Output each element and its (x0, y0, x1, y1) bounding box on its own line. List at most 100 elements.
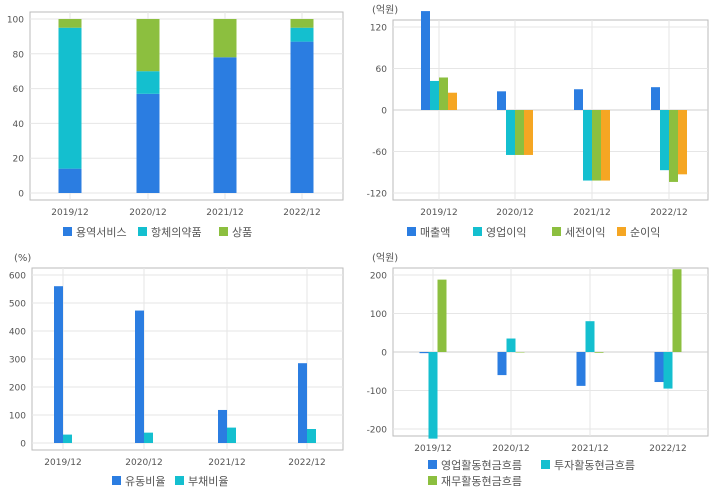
legend-label: 영업활동현금흐름 (441, 458, 522, 472)
legend-label: 상품 (232, 226, 252, 239)
bar (290, 19, 314, 28)
bar (419, 352, 429, 354)
y-tick-label: 300 (9, 356, 26, 366)
bar (601, 110, 610, 181)
bar (63, 434, 72, 443)
bar (574, 89, 583, 110)
bar (437, 279, 447, 352)
x-tick-label: 2019/12 (420, 208, 457, 218)
bar (136, 19, 160, 72)
bar (654, 352, 664, 383)
legend-swatch (541, 460, 550, 469)
legend-swatch (407, 227, 416, 236)
x-tick-label: 2022/12 (649, 444, 686, 454)
x-tick-label: 2019/12 (414, 444, 451, 454)
bar (58, 168, 82, 193)
bar (524, 110, 533, 155)
bar (678, 110, 687, 175)
y-tick-label: 400 (9, 328, 26, 338)
x-tick-label: 2019/12 (44, 458, 81, 468)
y-tick-label: 80 (13, 50, 25, 60)
legend-swatch (219, 227, 228, 236)
legend-swatch (138, 227, 147, 236)
unit-label: (%) (14, 253, 31, 264)
bar (290, 41, 314, 194)
bar (54, 286, 63, 443)
bar (298, 363, 307, 443)
y-tick-label: 0 (18, 190, 24, 200)
y-tick-label: -60 (372, 148, 387, 158)
unit-label: (억원) (372, 4, 398, 16)
bar (439, 77, 448, 110)
y-tick-label: 100 (7, 16, 24, 26)
legend-swatch (428, 460, 437, 469)
x-tick-label: 2022/12 (288, 458, 325, 468)
y-tick-label: -200 (367, 426, 388, 436)
legend-label: 세전이익 (565, 226, 605, 239)
bar (428, 352, 438, 439)
y-tick-label: 0 (20, 440, 26, 450)
y-tick-label: -120 (367, 190, 388, 200)
bar (135, 310, 144, 443)
legend-label: 유동비율 (125, 475, 165, 488)
chart-1: 0 20 40 60 80 100 2019/12 2020/12 2021/12 2022/12… (7, 11, 344, 239)
legend-swatch (617, 227, 626, 236)
legend-swatch (112, 476, 121, 485)
x-tick-label: 2022/12 (283, 208, 320, 218)
y-tick-label: 60 (376, 65, 388, 75)
y-tick-label: 100 (370, 310, 387, 320)
legend-swatch (63, 227, 72, 236)
y-tick-label: 60 (13, 85, 25, 95)
x-tick-label: 2021/12 (573, 208, 610, 218)
bar (218, 409, 227, 443)
bar (506, 338, 516, 352)
x-tick-label: 2020/12 (129, 208, 166, 218)
y-tick-label: 120 (370, 24, 387, 34)
y-tick-label: 200 (370, 272, 387, 282)
legend-label: 순이익 (630, 226, 660, 239)
bar (213, 19, 237, 58)
legend-swatch (428, 476, 437, 485)
bar (585, 321, 595, 352)
bar (136, 71, 160, 94)
bar (515, 352, 525, 353)
x-tick-label: 2022/12 (650, 208, 687, 218)
x-tick-label: 2021/12 (208, 458, 245, 468)
chart-3: (%) 0 100 200 300 400 500 600 2019/12 2020/12 2021… (9, 253, 344, 488)
bar (58, 27, 82, 169)
legend-swatch (175, 476, 184, 485)
x-tick-label: 2020/12 (492, 444, 529, 454)
bar (58, 19, 82, 28)
legend-label: 투자활동현금흐름 (554, 458, 635, 472)
bar (497, 91, 506, 110)
bar (592, 110, 601, 181)
bar (669, 110, 678, 182)
bar (421, 11, 430, 110)
y-tick-label: 200 (9, 384, 26, 394)
bar (576, 352, 586, 386)
legend-label: 영업이익 (486, 226, 526, 239)
y-tick-label: -100 (367, 387, 388, 397)
plot-frame (29, 11, 344, 201)
bar (660, 110, 669, 171)
y-tick-label: 40 (13, 120, 25, 130)
x-tick-label: 2020/12 (125, 458, 162, 468)
bar (448, 92, 457, 110)
bar (651, 87, 660, 110)
x-tick-label: 2020/12 (496, 208, 533, 218)
bar (594, 352, 604, 353)
x-tick-label: 2019/12 (51, 208, 88, 218)
y-tick-label: 0 (381, 107, 387, 117)
x-tick-label: 2021/12 (571, 444, 608, 454)
legend-label: 항체의약품 (151, 225, 202, 239)
bar (663, 352, 673, 389)
bar (136, 93, 160, 193)
bar (144, 432, 153, 443)
legend-label: 부채비율 (188, 475, 228, 488)
bar (583, 110, 592, 181)
bar (307, 429, 316, 443)
legend-label: 매출액 (420, 226, 450, 239)
unit-label: (억원) (372, 252, 398, 264)
y-tick-label: 20 (13, 155, 25, 165)
